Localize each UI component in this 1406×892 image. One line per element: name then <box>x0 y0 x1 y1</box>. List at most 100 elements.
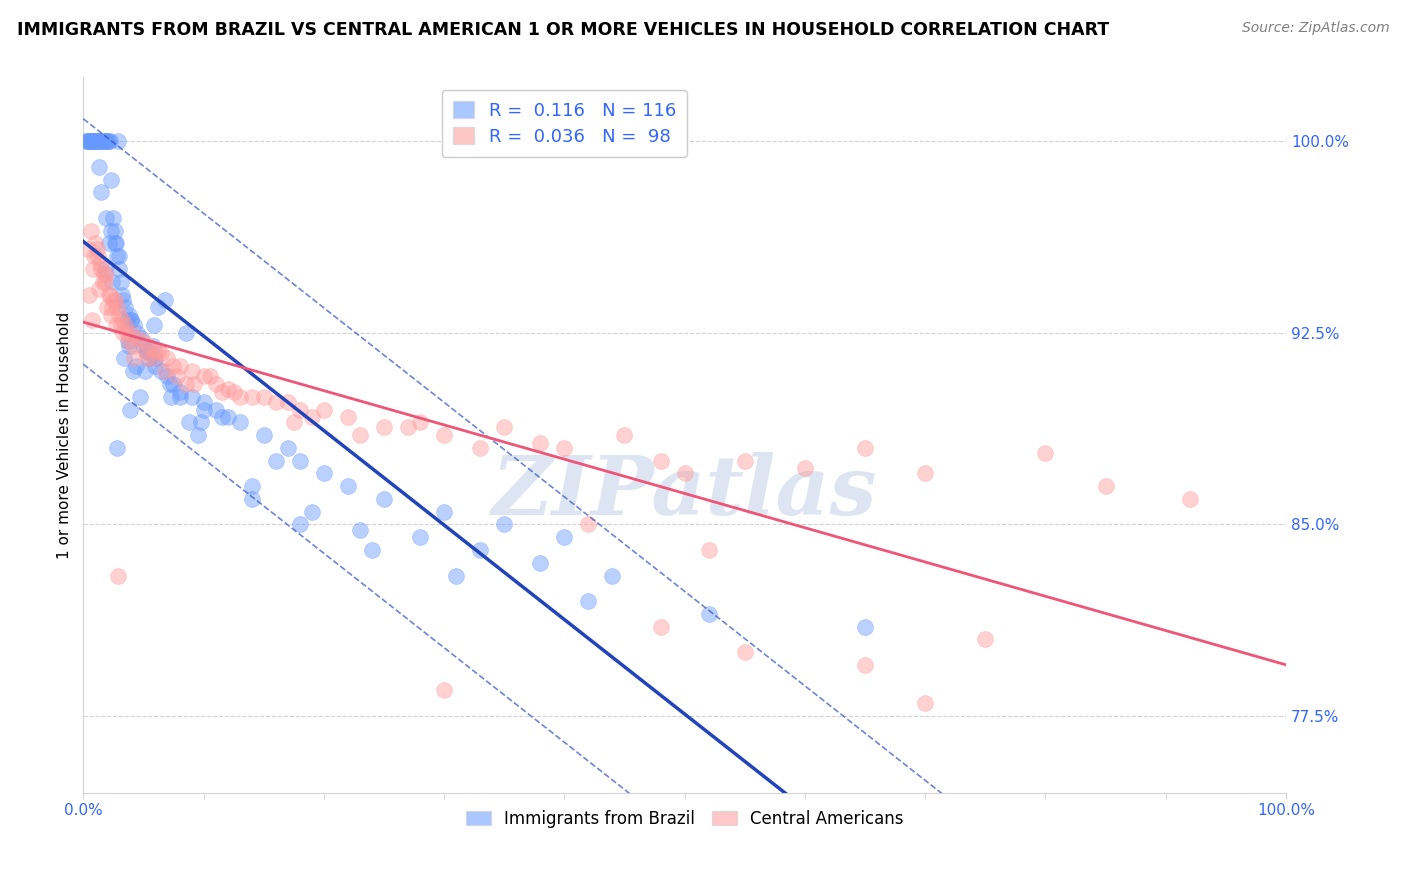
Point <box>115 313 138 327</box>
Point <box>143 318 166 333</box>
Point <box>150 364 173 378</box>
Point <box>193 394 215 409</box>
Point <box>135 343 157 358</box>
Point <box>77 242 100 256</box>
Point <box>79 134 101 148</box>
Point <box>288 402 311 417</box>
Point <box>145 343 167 358</box>
Point <box>87 134 110 148</box>
Point <box>204 376 226 391</box>
Point <box>169 359 191 373</box>
Point <box>301 505 323 519</box>
Point <box>83 134 105 148</box>
Point <box>180 364 202 378</box>
Point <box>336 479 359 493</box>
Point <box>228 390 250 404</box>
Point <box>162 359 184 373</box>
Point <box>89 134 111 148</box>
Text: IMMIGRANTS FROM BRAZIL VS CENTRAL AMERICAN 1 OR MORE VEHICLES IN HOUSEHOLD CORRE: IMMIGRANTS FROM BRAZIL VS CENTRAL AMERIC… <box>17 21 1109 39</box>
Point <box>914 467 936 481</box>
Point <box>553 530 575 544</box>
Point <box>87 134 110 148</box>
Point <box>90 262 112 277</box>
Point <box>94 275 117 289</box>
Point <box>82 134 104 148</box>
Point <box>1094 479 1116 493</box>
Point <box>650 453 672 467</box>
Point <box>193 402 215 417</box>
Point <box>914 696 936 710</box>
Point <box>180 390 202 404</box>
Point <box>264 394 287 409</box>
Point <box>853 441 876 455</box>
Point <box>169 390 191 404</box>
Point <box>87 282 110 296</box>
Point <box>138 351 160 366</box>
Point <box>793 461 815 475</box>
Point <box>125 359 148 373</box>
Point <box>94 211 117 225</box>
Point <box>240 479 263 493</box>
Point <box>84 236 107 251</box>
Point <box>174 376 197 391</box>
Point <box>83 249 105 263</box>
Point <box>97 134 120 148</box>
Point <box>84 134 107 148</box>
Point <box>79 224 101 238</box>
Point <box>100 224 122 238</box>
Point <box>198 369 221 384</box>
Point <box>75 134 97 148</box>
Point <box>98 287 121 301</box>
Point <box>602 568 624 582</box>
Point <box>128 390 150 404</box>
Point <box>153 364 176 378</box>
Point <box>101 275 124 289</box>
Point <box>193 369 215 384</box>
Point <box>734 645 756 659</box>
Point <box>169 384 191 399</box>
Point <box>100 172 122 186</box>
Point <box>529 556 551 570</box>
Point <box>105 441 128 455</box>
Point <box>94 267 117 281</box>
Point <box>87 249 110 263</box>
Point <box>132 338 155 352</box>
Point <box>108 262 131 277</box>
Point <box>494 420 516 434</box>
Point <box>118 308 141 322</box>
Point <box>150 346 173 360</box>
Point <box>98 134 121 148</box>
Point <box>108 249 131 263</box>
Point <box>121 364 143 378</box>
Point <box>312 402 335 417</box>
Text: ZIPatlas: ZIPatlas <box>492 452 877 533</box>
Point <box>115 326 138 340</box>
Point <box>264 453 287 467</box>
Point <box>853 657 876 672</box>
Point <box>142 338 165 352</box>
Point <box>114 318 136 333</box>
Point <box>135 343 157 358</box>
Point <box>90 134 112 148</box>
Point <box>613 428 636 442</box>
Point <box>105 249 128 263</box>
Point <box>122 318 145 333</box>
Point <box>529 435 551 450</box>
Point <box>240 390 263 404</box>
Point <box>211 410 233 425</box>
Point <box>146 343 169 358</box>
Point <box>190 415 212 429</box>
Point <box>156 369 179 384</box>
Point <box>87 160 110 174</box>
Point <box>136 343 159 358</box>
Point <box>217 382 239 396</box>
Point <box>93 134 115 148</box>
Point <box>80 313 103 327</box>
Point <box>153 293 176 307</box>
Point <box>734 453 756 467</box>
Point <box>79 134 101 148</box>
Point <box>80 134 103 148</box>
Point <box>301 410 323 425</box>
Point <box>118 334 141 348</box>
Point <box>111 287 134 301</box>
